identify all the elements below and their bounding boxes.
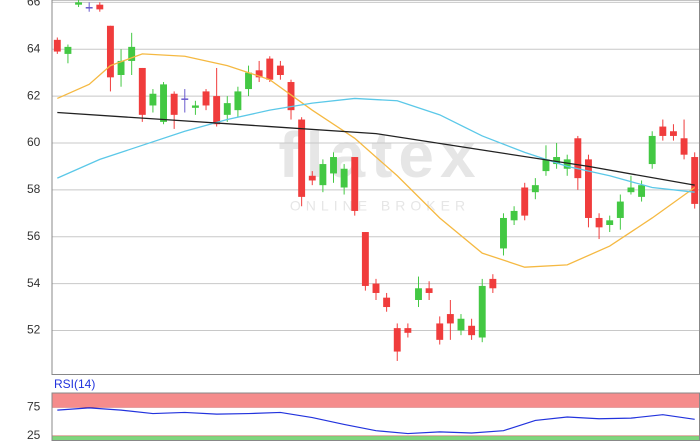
- candle-body: [361, 232, 369, 286]
- candle-body: [574, 138, 582, 179]
- candle-body: [638, 185, 646, 197]
- candle-body: [255, 70, 263, 78]
- candle-body: [383, 297, 391, 308]
- candle-body: [96, 4, 104, 10]
- rsi-band: [51, 392, 700, 408]
- y-tick-label: 64: [27, 41, 41, 55]
- candle-body: [563, 159, 571, 169]
- candle-body: [191, 105, 199, 108]
- y-tick-label: 52: [27, 323, 41, 337]
- candle-body: [53, 39, 61, 52]
- y-tick-label: 54: [27, 276, 41, 290]
- candle-body: [415, 288, 422, 300]
- candle-body: [425, 288, 433, 293]
- candle-body: [457, 318, 465, 331]
- candle-body: [106, 25, 114, 78]
- candle-body: [223, 103, 231, 115]
- candle-body: [138, 67, 146, 115]
- candle-body: [468, 325, 476, 336]
- y-tick-label: 75: [27, 399, 41, 413]
- y-tick-label: 25: [27, 428, 41, 441]
- candle-body: [648, 135, 656, 165]
- candle-body: [170, 93, 178, 115]
- candle-body: [616, 201, 624, 218]
- y-tick-label: 58: [27, 182, 41, 196]
- candle-body: [510, 210, 518, 221]
- y-tick-label: 56: [27, 229, 41, 243]
- candle-body: [117, 60, 125, 75]
- candle-body: [606, 220, 614, 225]
- candle-body: [276, 65, 284, 75]
- candle-body: [128, 46, 136, 61]
- candle-body: [553, 157, 561, 165]
- candle-body: [531, 185, 539, 193]
- price-panel: 52 54 56 58 60 62 64 66: [27, 0, 700, 375]
- candle-body: [351, 157, 359, 211]
- candle-body: [478, 285, 486, 338]
- candle-body: [691, 157, 699, 204]
- candle-body: [319, 164, 327, 186]
- candle-body: [585, 159, 592, 218]
- candle-body: [659, 126, 667, 136]
- moving-average: [57, 53, 696, 268]
- candle-body: [308, 175, 316, 181]
- candle-body: [542, 159, 550, 172]
- candle-body: [393, 328, 401, 352]
- panel-title: RSI(14): [54, 377, 95, 391]
- candle-body: [160, 84, 167, 122]
- candle-body: [213, 96, 221, 125]
- candle-body: [521, 187, 529, 216]
- candle-body: [446, 314, 454, 324]
- candle-body: [245, 72, 252, 90]
- candle-body: [202, 91, 210, 106]
- y-tick-label: 62: [27, 88, 41, 102]
- candle-body: [500, 217, 507, 249]
- candle-body: [595, 217, 603, 228]
- candle-body: [340, 168, 348, 188]
- candle-body: [298, 119, 306, 197]
- candle-body: [234, 91, 242, 111]
- candle-body: [404, 328, 412, 333]
- y-tick-label: 60: [27, 135, 41, 149]
- candle-body: [85, 7, 93, 9]
- candle-body: [436, 323, 444, 340]
- candle-body: [149, 93, 157, 106]
- candle-body: [372, 283, 380, 293]
- candle-body: [489, 278, 497, 289]
- candle-body: [669, 131, 677, 136]
- candle-body: [181, 98, 189, 100]
- candle-body: [75, 2, 83, 5]
- moving-average: [57, 111, 695, 186]
- watermark-tagline: ONLINE BROKER: [290, 198, 470, 214]
- candle-body: [266, 58, 274, 80]
- candle-body: [287, 82, 295, 111]
- candle-body: [680, 138, 688, 155]
- y-tick-label: 66: [27, 0, 41, 9]
- candle-body: [330, 157, 337, 174]
- candle-body: [64, 46, 72, 54]
- moving-average: [57, 97, 695, 193]
- candle-body: [627, 187, 635, 193]
- rsi-line: [57, 407, 695, 435]
